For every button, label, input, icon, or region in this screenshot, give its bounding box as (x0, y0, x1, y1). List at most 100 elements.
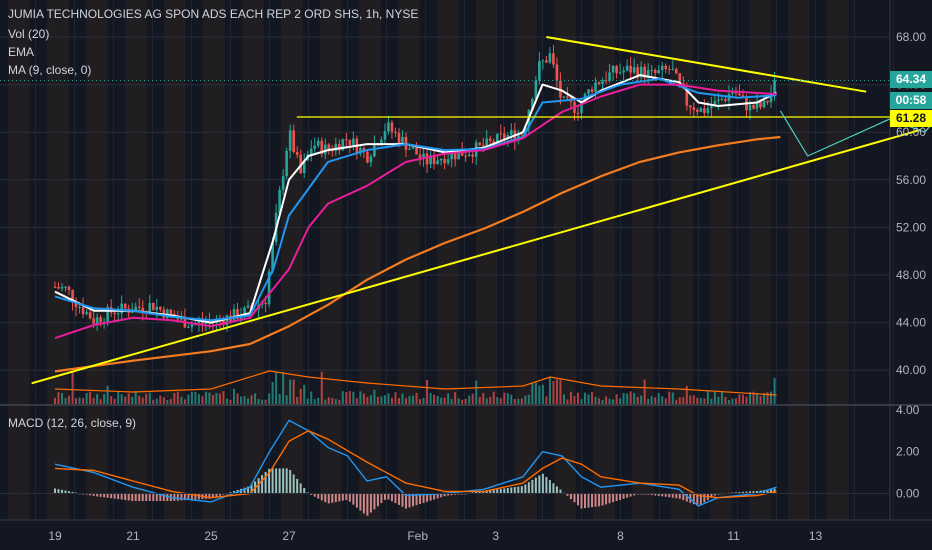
volume-bar (96, 394, 99, 404)
macd-histogram-bar (545, 476, 548, 494)
ma-line-ema-slow (54, 83, 777, 340)
volume-bar (99, 399, 102, 404)
volume-bar (591, 391, 594, 404)
volume-bar (394, 392, 397, 404)
candle-body (53, 286, 57, 288)
candle-body (359, 148, 362, 154)
macd-histogram-bar (756, 490, 758, 494)
macd-histogram-bar (682, 493, 685, 501)
candle-body (720, 99, 724, 101)
macd-histogram-bar (517, 486, 520, 494)
macd-histogram-bar (675, 493, 678, 499)
indicator-ma[interactable]: MA (9, close, 0) (8, 63, 92, 77)
candle-body (576, 112, 580, 114)
volume-bar (131, 396, 134, 404)
candle-body (717, 99, 720, 102)
volume-bar (313, 399, 316, 404)
volume-bar (310, 391, 313, 404)
candle-body (639, 66, 643, 78)
candle-body (696, 109, 699, 112)
macd-histogram-bar (229, 492, 232, 494)
volume-bar (531, 383, 534, 404)
session-band (593, 0, 615, 520)
macd-histogram-bar (369, 493, 372, 513)
macd-label[interactable]: MACD (12, 26, close, 9) (8, 416, 137, 430)
macd-histogram-bar (268, 468, 271, 494)
session-band (125, 0, 147, 520)
volume-bar (204, 391, 207, 404)
macd-histogram-bar (531, 479, 534, 494)
macd-histogram-bar (629, 493, 632, 497)
candle-body (95, 317, 99, 324)
macd-histogram-bar (327, 493, 330, 504)
candle-body (502, 133, 506, 139)
volume-bar (650, 396, 653, 404)
candle-body (562, 96, 566, 98)
volume-bar (173, 393, 176, 404)
candle-body (446, 159, 450, 164)
macd-histogram-bar (654, 493, 657, 496)
candle-body (653, 69, 657, 74)
session-band (86, 0, 108, 520)
macd-histogram-bar (650, 493, 653, 496)
macd-histogram-bar (626, 493, 629, 498)
macd-histogram-bar (113, 493, 116, 499)
candle-body (734, 92, 738, 94)
volume-bar (647, 398, 650, 404)
macd-histogram-bar (92, 493, 95, 496)
candle-body (632, 67, 636, 73)
candle-body (71, 289, 74, 302)
macd-histogram-bar (443, 493, 446, 497)
volume-bar (334, 399, 337, 404)
macd-histogram-bar (264, 471, 267, 494)
candle-body (643, 66, 646, 79)
candle-body (236, 309, 239, 320)
indicator-ema[interactable]: EMA (8, 45, 35, 59)
volume-bar (601, 399, 604, 404)
macd-histogram-bar (247, 486, 250, 494)
macd-histogram-bar (478, 491, 481, 494)
candle-body (692, 107, 696, 110)
candle-body (74, 301, 78, 308)
candle-body (243, 307, 246, 317)
macd-histogram-bar (324, 493, 327, 503)
macd-histogram-bar (513, 487, 516, 494)
volume-bar (324, 399, 327, 404)
volume-bar (496, 397, 499, 404)
volume-bar (320, 371, 323, 404)
volume-bar (243, 396, 246, 404)
macd-histogram-bar (555, 486, 558, 494)
candle-body (752, 104, 755, 109)
macd-histogram-bar (176, 493, 179, 501)
volume-bar (106, 385, 109, 404)
volume-bar (468, 395, 471, 404)
volume-bar (426, 380, 429, 404)
macd-histogram-bar (208, 493, 211, 499)
volume-bar (587, 394, 590, 404)
volume-bar (401, 393, 404, 404)
macd-histogram-bar (615, 493, 618, 502)
macd-histogram-bar (482, 491, 485, 494)
session-band (827, 0, 849, 520)
moving-averages (54, 74, 781, 373)
indicator-vol[interactable]: Vol (20) (8, 27, 50, 41)
macd-histogram-bar (117, 493, 120, 500)
volume-bar (355, 398, 358, 404)
volume-bar (450, 399, 453, 404)
macd-histogram-bar (320, 493, 323, 501)
volume-bar (127, 393, 130, 404)
macd-histogram-bar (68, 491, 71, 494)
candle-body (439, 158, 443, 161)
macd-histogram-bar (380, 493, 383, 504)
macd-histogram-bar (180, 493, 183, 501)
volume-bar (271, 381, 274, 404)
candle-body (552, 53, 555, 65)
volume-bar (197, 393, 200, 404)
macd-histogram-bar (678, 493, 681, 499)
candle-body (685, 88, 689, 106)
volume-bar (559, 379, 562, 404)
candle-body (594, 82, 597, 92)
volume-bar (222, 391, 225, 404)
price-tick-label: 68.00 (896, 30, 926, 44)
